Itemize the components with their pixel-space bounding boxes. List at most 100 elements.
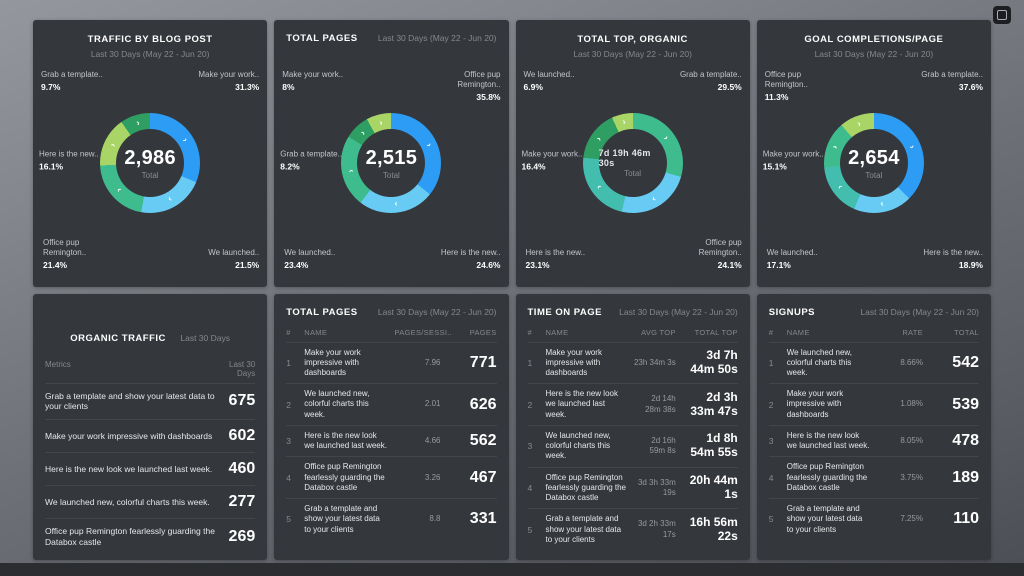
row-value: 602 [228, 427, 256, 445]
row-total-top: 3d 7h 44m 50s [690, 348, 738, 376]
panel-header: GOAL COMPLETIONS/PAGE Last 30 Days (May … [769, 30, 979, 59]
table-row[interactable]: 1 We launched new, colorful charts this … [768, 341, 979, 384]
table-row[interactable]: 1 Make your work impressive with dashboa… [527, 341, 738, 384]
row-pages-session: 2.01 [424, 399, 441, 409]
table-row[interactable]: 5 Grab a template and show your latest d… [286, 498, 497, 540]
panel-date-range: Last 30 Days (May 22 - Jun 20) [860, 306, 979, 317]
donut-callout: Here is the new.. 16.1% [39, 149, 103, 172]
column-total-top: TOTAL TOP [694, 327, 738, 337]
row-rank: 2 [286, 399, 291, 410]
callout-percent: 16.4% [521, 161, 546, 172]
table-row[interactable]: Office pup Remington fearlessly guarding… [45, 518, 256, 555]
slice-direction-icon: › [621, 116, 627, 128]
dashboard-grid: TRAFFIC BY BLOG POST Last 30 Days (May 2… [33, 20, 991, 560]
donut-callout: We launched.. 21.5% [195, 248, 259, 271]
callout-name: We launched.. [523, 70, 575, 79]
donut-center: 2,515 Total [357, 129, 426, 198]
callout-name: Make your work.. [198, 70, 260, 79]
panel-total-pages-donut: TOTAL PAGES Last 30 Days (May 22 - Jun 2… [274, 20, 509, 287]
table-row[interactable]: 2 Make your work impressive with dashboa… [768, 383, 979, 425]
donut-chart[interactable]: 2,654 Total › › › › › [823, 113, 924, 214]
donut-chart[interactable]: 2,986 Total › › › › › [100, 113, 201, 214]
column-name: NAME [786, 327, 810, 337]
panel-date-range: Last 30 Days (May 22 - Jun 20) [814, 49, 934, 59]
table-row[interactable]: Make your work impressive with dashboard… [45, 419, 256, 452]
databox-logo-icon[interactable] [993, 6, 1011, 24]
donut-center: 2,654 Total [839, 129, 908, 198]
row-total: 542 [952, 353, 979, 371]
donut-total-value: 7d 19h 46m 30s [598, 148, 651, 169]
callout-percent: 9.7% [41, 82, 61, 92]
donut-callout: Here is the new.. 18.9% [919, 248, 983, 271]
callout-name: Make your work.. [521, 149, 583, 159]
table-row[interactable]: 3 Here is the new look we launched last … [768, 424, 979, 456]
row-name: We launched new, colorful charts this we… [545, 430, 611, 461]
row-rank: 2 [768, 399, 774, 410]
row-rank: 3 [527, 441, 533, 452]
callout-name: Grab a template.. [280, 149, 343, 159]
donut-chart[interactable]: 7d 19h 46m 30s Total › › › › › [582, 113, 683, 214]
row-total: 110 [953, 510, 979, 528]
row-name: Here is the new look we launched last we… [545, 389, 618, 419]
donut-callout: Make your work.. 15.1% [763, 149, 827, 172]
row-rate: 7.25% [900, 514, 923, 524]
panel-header: TIME ON PAGE Last 30 Days (May 22 - Jun … [528, 304, 738, 318]
row-pages: 467 [469, 468, 497, 486]
row-avg-top: 2d 16h 59m 8s [649, 435, 676, 456]
callout-percent: 35.8% [476, 92, 501, 102]
table-row[interactable]: Here is the new look we launched last we… [45, 452, 256, 485]
panel-date-range: Last 30 Days (May 22 - Jun 20) [90, 49, 210, 59]
slice-direction-icon: › [907, 143, 918, 151]
callout-name: We launched.. [208, 247, 260, 257]
donut-chart[interactable]: 2,515 Total › › › › › [341, 113, 442, 214]
table-row[interactable]: 2 Here is the new look we launched last … [527, 383, 738, 425]
slice-direction-icon: › [378, 117, 384, 128]
column-rank: # [286, 327, 291, 337]
table-row[interactable]: 3 Here is the new look we launched last … [286, 424, 497, 456]
row-avg-top: 3d 3h 33m 19s [637, 477, 676, 497]
row-pages-session: 8.8 [429, 514, 441, 524]
row-rank: 5 [286, 514, 291, 525]
slice-direction-icon: › [856, 118, 863, 129]
row-rank: 1 [527, 357, 533, 368]
donut-callout: Here is the new.. 23.1% [526, 248, 590, 271]
donut-callout: Make your work.. 8% [282, 70, 346, 93]
donut-chart-area: 2,986 Total › › › › › Grab a template.. 9.7%… [33, 62, 267, 287]
row-rank: 5 [768, 514, 774, 525]
callout-name: Grab a template.. [41, 70, 103, 79]
slice-direction-icon: › [357, 127, 367, 138]
panel-header: TOTAL PAGES Last 30 Days (May 22 - Jun 2… [286, 304, 496, 318]
row-total-top: 16h 56m 22s [689, 514, 738, 543]
slice-direction-icon: › [829, 143, 841, 151]
panel-date-range: Last 30 Days (May 22 - Jun 20) [573, 49, 692, 59]
table-row[interactable]: 1 Make your work impressive with dashboa… [286, 341, 497, 384]
panel-signups: SIGNUPS Last 30 Days (May 22 - Jun 20) #… [756, 293, 991, 560]
table-header: Metrics Last 30 Days [45, 360, 255, 383]
table-header: # NAME PAGES/SESSI.. PAGES [286, 328, 496, 342]
row-rank: 4 [768, 472, 774, 483]
table-row[interactable]: 4 Office pup Remington fearlessly guardi… [286, 456, 497, 498]
table-row[interactable]: We launched new, colorful charts this we… [45, 485, 256, 518]
donut-callout: We launched.. 17.1% [767, 248, 831, 271]
table-row[interactable]: 4 Office pup Remington fearlessly guardi… [768, 456, 979, 498]
row-pages-session: 3.26 [424, 472, 441, 482]
panel-header: TRAFFIC BY BLOG POST Last 30 Days (May 2… [45, 30, 255, 59]
column-rate: RATE [902, 327, 923, 337]
donut-callout: Grab a template.. 8.2% [280, 149, 344, 172]
callout-name: Office pup Remington.. [457, 70, 501, 89]
row-rate: 3.75% [900, 472, 923, 482]
table-row[interactable]: 5 Grab a template and show your latest d… [527, 508, 738, 550]
callout-name: Grab a template.. [679, 70, 742, 79]
table-row[interactable]: 3 We launched new, colorful charts this … [527, 424, 738, 467]
slice-direction-icon: › [593, 134, 604, 143]
slice-direction-icon: › [879, 199, 885, 210]
row-value: 675 [228, 392, 256, 410]
panel-time-on-page: TIME ON PAGE Last 30 Days (May 22 - Jun … [515, 293, 750, 560]
table-row[interactable]: 2 We launched new, colorful charts this … [286, 383, 497, 425]
table-row[interactable]: 4 Office pup Remington fearlessly guardi… [527, 466, 738, 509]
table-row[interactable]: Grab a template and show your latest dat… [45, 382, 256, 420]
donut-total-label: Total [382, 170, 400, 180]
row-rank: 1 [286, 357, 291, 368]
table-row[interactable]: 5 Grab a template and show your latest d… [768, 498, 979, 540]
callout-percent: 8% [282, 82, 295, 92]
